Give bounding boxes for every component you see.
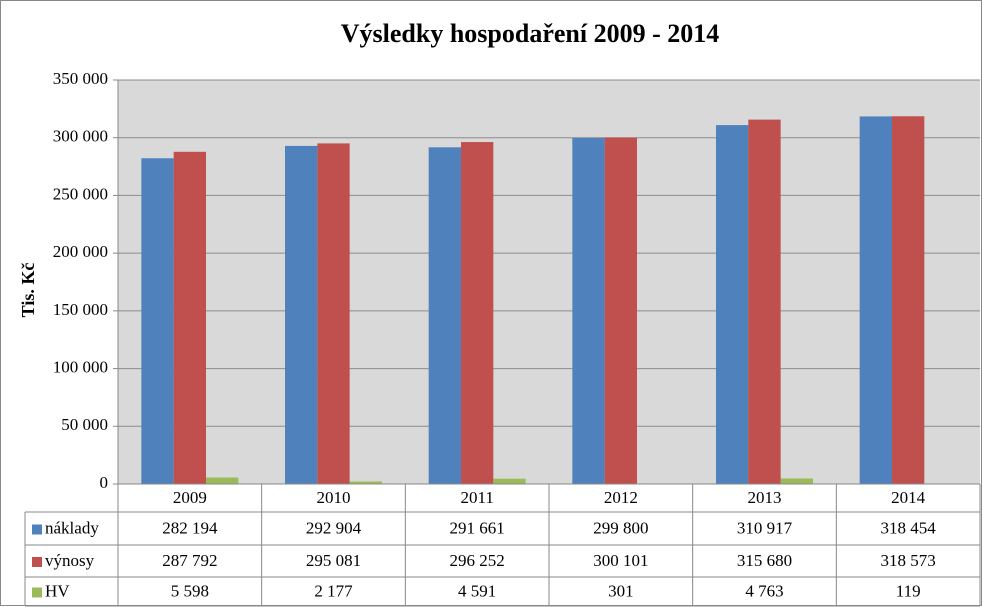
x-tick-label: 2013 (748, 488, 782, 507)
bar (493, 478, 526, 484)
bar (780, 478, 813, 484)
bar (716, 125, 749, 484)
bar (461, 142, 494, 485)
table-value: 300 101 (593, 551, 648, 570)
bar (572, 137, 605, 485)
table-value: 2 177 (314, 581, 353, 600)
table-value: 295 081 (306, 551, 361, 570)
bar (173, 151, 206, 485)
y-tick-label: 100 000 (53, 357, 108, 376)
legend-label: výnosy (45, 551, 95, 570)
table-value: 4 763 (745, 581, 783, 600)
table-value: 119 (896, 581, 921, 600)
bar (859, 116, 893, 485)
table-value: 287 792 (162, 551, 217, 570)
bar (141, 158, 174, 484)
x-tick-label: 2012 (604, 488, 638, 507)
y-tick-label: 0 (100, 473, 109, 492)
bar (285, 145, 318, 484)
table-value: 301 (608, 581, 634, 600)
bar (748, 119, 781, 485)
legend-label: náklady (45, 518, 99, 537)
y-tick-label: 50 000 (61, 415, 108, 434)
y-tick-label: 350 000 (53, 69, 108, 88)
table-value: 5 598 (171, 581, 209, 600)
legend-swatch (32, 587, 42, 598)
plot-area (118, 80, 980, 484)
legend-swatch (32, 557, 42, 567)
table-value: 315 680 (737, 551, 792, 570)
x-tick-label: 2014 (891, 488, 926, 507)
bar (317, 143, 350, 484)
bar (892, 116, 925, 485)
y-tick-label: 250 000 (53, 184, 108, 203)
y-tick-label: 200 000 (53, 242, 108, 261)
table-value: 318 573 (881, 551, 936, 570)
legend-swatch (32, 524, 42, 535)
x-tick-label: 2010 (317, 488, 351, 507)
y-tick-label: 300 000 (53, 127, 108, 146)
table-value: 310 917 (737, 518, 793, 537)
legend-label: HV (45, 581, 70, 600)
table-value: 291 661 (450, 518, 505, 537)
x-tick-label: 2009 (173, 488, 207, 507)
table-value: 4 591 (458, 581, 496, 600)
bar (428, 147, 462, 484)
bar (205, 477, 239, 484)
bar (604, 137, 637, 484)
y-axis-label: Tis. Kč (18, 263, 38, 318)
table-value: 296 252 (450, 551, 505, 570)
y-tick-label: 150 000 (53, 300, 108, 319)
chart-title: Výsledky hospodaření 2009 - 2014 (341, 19, 720, 48)
bar (349, 481, 382, 484)
table-value: 299 800 (593, 518, 648, 537)
x-tick-label: 2011 (460, 488, 493, 507)
table-value: 292 904 (306, 518, 362, 537)
table-value: 282 194 (162, 518, 218, 537)
table-value: 318 454 (881, 518, 937, 537)
